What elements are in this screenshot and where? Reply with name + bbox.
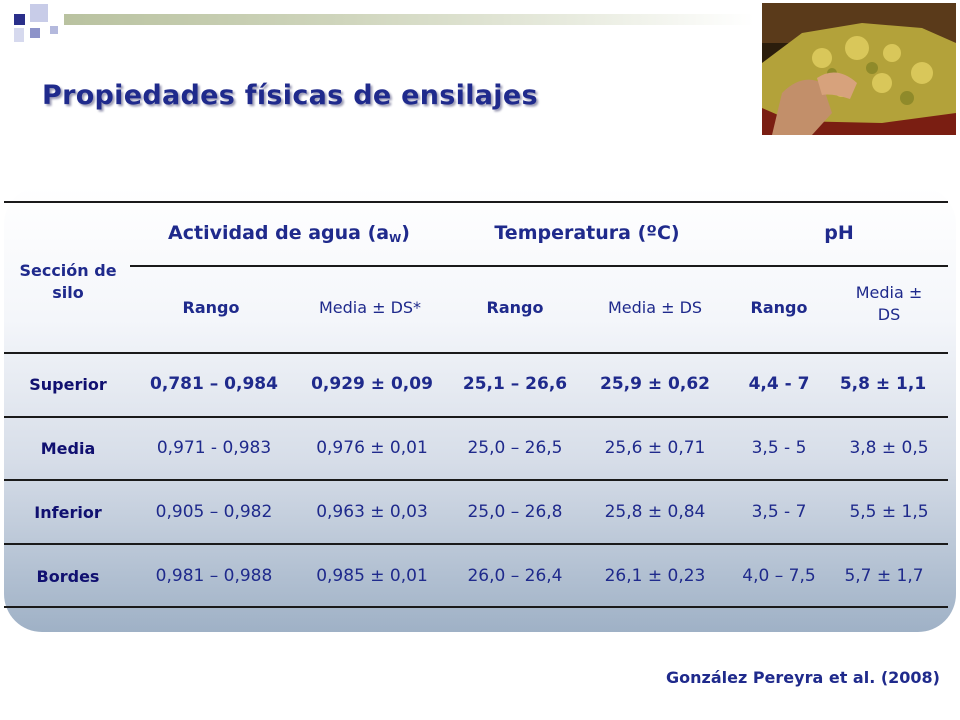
table-panel <box>4 186 956 632</box>
cell-superior-rango-ph: 4,4 - 7 <box>748 374 810 394</box>
cell-superior-rango-temp: 25,1 – 26,6 <box>462 374 568 394</box>
corner-square-pale <box>14 28 24 42</box>
subheader-media-temp: Media ± DS <box>607 298 703 317</box>
subheader-rango-ph: Rango <box>750 298 808 317</box>
header-group-temperature: Temperatura (ºC) <box>494 222 680 244</box>
cell-media-rango-aw: 0,971 - 0,983 <box>156 438 272 458</box>
cell-superior-rango-aw: 0,781 – 0,984 <box>150 374 278 394</box>
cell-bordes-rango-temp: 26,0 – 26,4 <box>467 566 563 586</box>
row-label-media: Media <box>40 439 96 458</box>
table-rule-top <box>4 201 948 203</box>
subheader-media-aw: Media ± DS* <box>318 298 422 317</box>
subheader-media-ph: Media ± DS <box>855 283 923 324</box>
subheader-rango-aw: Rango <box>182 298 240 317</box>
cell-media-media-temp: 25,6 ± 0,71 <box>604 438 706 458</box>
water-activity-close: ) <box>401 222 410 244</box>
row-label-bordes: Bordes <box>36 567 100 586</box>
cell-inferior-rango-ph: 3,5 - 7 <box>751 502 807 522</box>
row-label-inferior: Inferior <box>34 503 102 522</box>
cell-superior-media-ph: 5,8 ± 1,1 <box>839 374 927 394</box>
cell-bordes-media-aw: 0,985 ± 0,01 <box>316 566 428 586</box>
row-label-superior: Superior <box>29 375 107 394</box>
cell-inferior-media-temp: 25,8 ± 0,84 <box>604 502 706 522</box>
cell-bordes-media-ph: 5,7 ± 1,7 <box>844 566 924 586</box>
cell-media-media-aw: 0,976 ± 0,01 <box>316 438 428 458</box>
table-rule-header-bottom <box>4 352 948 354</box>
cell-inferior-media-ph: 5,5 ± 1,5 <box>849 502 929 522</box>
cell-media-media-ph: 3,8 ± 0,5 <box>849 438 929 458</box>
corner-square-light <box>30 4 48 22</box>
table-rule-header-mid <box>130 265 948 267</box>
header-group-ph: pH <box>824 222 854 244</box>
header-accent-bar <box>64 14 754 25</box>
table-rule-row2 <box>4 479 948 481</box>
cell-media-rango-temp: 25,0 – 26,5 <box>467 438 563 458</box>
cell-inferior-media-aw: 0,963 ± 0,03 <box>316 502 428 522</box>
silage-photo <box>762 3 956 135</box>
table-rule-row3 <box>4 543 948 545</box>
table-rule-bottom <box>4 606 948 608</box>
water-activity-subscript: W <box>389 232 402 245</box>
header-section-de-silo: Sección de silo <box>19 261 117 302</box>
cell-inferior-rango-aw: 0,905 – 0,982 <box>155 502 273 522</box>
subheader-rango-temp: Rango <box>486 298 544 317</box>
corner-square-small <box>50 26 58 34</box>
source-citation: González Pereyra et al. (2008) <box>665 668 940 687</box>
cell-superior-media-temp: 25,9 ± 0,62 <box>600 374 710 394</box>
cell-bordes-rango-ph: 4,0 – 7,5 <box>742 566 816 586</box>
slide-title: Propiedades físicas de ensilajes <box>42 80 538 111</box>
corner-square-mid <box>30 28 40 38</box>
cell-superior-media-aw: 0,929 ± 0,09 <box>311 374 433 394</box>
cell-inferior-rango-temp: 25,0 – 26,8 <box>467 502 563 522</box>
header-group-water-activity: Actividad de agua (aW) <box>168 222 410 245</box>
corner-square-dark <box>14 14 25 25</box>
water-activity-label: Actividad de agua (a <box>168 222 390 244</box>
cell-media-rango-ph: 3,5 - 5 <box>751 438 807 458</box>
table-rule-row1 <box>4 416 948 418</box>
cell-bordes-media-temp: 26,1 ± 0,23 <box>604 566 706 586</box>
cell-bordes-rango-aw: 0,981 – 0,988 <box>155 566 273 586</box>
